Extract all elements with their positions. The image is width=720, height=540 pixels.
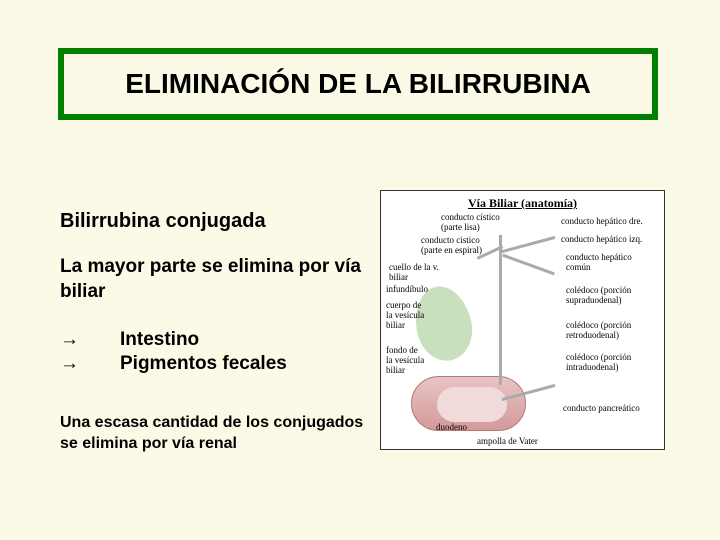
content-left: Bilirrubina conjugada La mayor parte se … bbox=[60, 210, 365, 455]
diagram-label: conducto hepático izq. bbox=[561, 235, 642, 245]
subtitle: Bilirrubina conjugada bbox=[60, 210, 365, 233]
diagram-label: fondo de la vesícula biliar bbox=[386, 346, 424, 376]
diagram-label: colédoco (porción retroduodenal) bbox=[566, 321, 631, 341]
footnote: Una escasa cantidad de los conjugados se… bbox=[60, 413, 365, 455]
diagram-label: conducto cístico (parte lisa) bbox=[441, 213, 500, 233]
body-text: La mayor parte se elimina por vía biliar bbox=[60, 255, 365, 304]
diagram-label: ampolla de Vater bbox=[477, 437, 538, 447]
duodenum-shape bbox=[411, 376, 526, 431]
diagram-label: cuello de la v. biliar bbox=[389, 263, 439, 283]
diagram-label: conducto hepático común bbox=[566, 253, 632, 273]
arrow-icon: → bbox=[60, 329, 120, 351]
duct-line bbox=[499, 315, 502, 385]
diagram-label: conducto pancreático bbox=[563, 404, 640, 414]
duct-line bbox=[502, 236, 556, 253]
arrow-item: → Pigmentos fecales bbox=[60, 353, 365, 375]
arrow-item: → Intestino bbox=[60, 329, 365, 351]
diagram-label: conducto hepático dre. bbox=[561, 217, 643, 227]
arrow-icon: → bbox=[60, 353, 120, 375]
diagram-label: colédoco (porción intraduodenal) bbox=[566, 353, 631, 373]
slide-title: ELIMINACIÓN DE LA BILIRRUBINA bbox=[72, 68, 644, 100]
duct-line bbox=[502, 254, 555, 276]
diagram-title: Vía Biliar (anatomía) bbox=[381, 196, 664, 211]
diagram-label: cuerpo de la vesícula biliar bbox=[386, 301, 424, 331]
diagram-label: infundíbulo bbox=[386, 285, 428, 295]
anatomy-diagram: Vía Biliar (anatomía) conducto cístico (… bbox=[380, 190, 665, 450]
diagram-label: duodeno bbox=[436, 423, 467, 433]
diagram-label: conducto cístico (parte en espiral) bbox=[421, 236, 482, 256]
arrow-list: → Intestino → Pigmentos fecales bbox=[60, 329, 365, 375]
arrow-label: Pigmentos fecales bbox=[120, 353, 287, 375]
diagram-label: colédoco (porción supraduodenal) bbox=[566, 286, 631, 306]
arrow-label: Intestino bbox=[120, 329, 199, 351]
title-box: ELIMINACIÓN DE LA BILIRRUBINA bbox=[58, 48, 658, 120]
